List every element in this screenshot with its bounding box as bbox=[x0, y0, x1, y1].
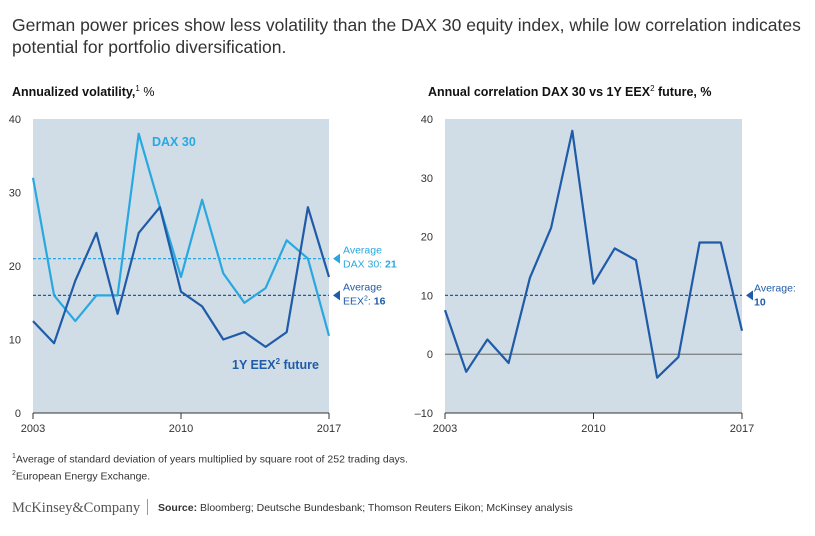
left-avg-eex-marker bbox=[333, 290, 340, 301]
right-ytick-label: 20 bbox=[421, 232, 433, 244]
page-title: German power prices show less volatility… bbox=[12, 15, 801, 57]
right-chart-title: Annual correlation DAX 30 vs 1Y EEX2 fut… bbox=[428, 84, 711, 99]
right-ytick-label: 10 bbox=[421, 290, 433, 302]
avg-eex-label-value: 16 bbox=[374, 295, 386, 307]
avg-dax-label-value: 21 bbox=[385, 259, 397, 271]
left-ytick-label: 40 bbox=[9, 114, 21, 126]
right-xtick-label: 2010 bbox=[581, 423, 605, 435]
footnotes: 1Average of standard deviation of years … bbox=[12, 450, 408, 483]
avg-correlation-label-value: 10 bbox=[754, 296, 766, 308]
divider bbox=[147, 499, 148, 515]
right-avg-marker bbox=[746, 290, 753, 301]
eex-series-line bbox=[32, 206, 331, 348]
source-note: Source: Bloomberg; Deutsche Bundesbank; … bbox=[158, 502, 573, 514]
footnote-1-sup: 1 bbox=[12, 453, 16, 460]
left-chart-title-unit: % bbox=[139, 85, 155, 100]
left-chart-title-text: Annualized volatility, bbox=[12, 85, 136, 100]
right-chart-title-text: Annual correlation DAX 30 vs 1Y EEX bbox=[428, 85, 651, 100]
avg-dax-label-prefix: DAX 30: bbox=[343, 259, 385, 271]
right-ytick-label: 30 bbox=[421, 173, 433, 185]
left-chart-title: Annualized volatility,1 % bbox=[12, 84, 154, 99]
avg-eex-label-line2: EEX2: 16 bbox=[343, 295, 386, 307]
right-xtick-label: 2017 bbox=[730, 423, 754, 435]
footnote-1-text: Average of standard deviation of years m… bbox=[15, 453, 408, 466]
dax-series-line bbox=[31, 132, 331, 337]
avg-dax-label-line2: DAX 30: 21 bbox=[343, 259, 397, 271]
footnote-2-sup: 2 bbox=[12, 469, 16, 477]
avg-correlation-label-line1: Average: bbox=[754, 282, 796, 294]
left-chart-title-sup: 1 bbox=[135, 84, 140, 93]
left-xtick-label: 2017 bbox=[317, 423, 341, 435]
avg-eex-label-sup: 2 bbox=[364, 295, 368, 302]
right-ytick-label: 0 bbox=[427, 349, 433, 361]
avg-eex-label-line1: Average bbox=[343, 281, 382, 293]
right-ytick-label: –10 bbox=[415, 408, 433, 420]
left-xtick-label: 2010 bbox=[169, 423, 193, 435]
avg-eex-label-tail: : bbox=[368, 295, 374, 307]
footnote-1: 1Average of standard deviation of years … bbox=[12, 450, 408, 467]
eex-series-label-tail: future bbox=[280, 358, 319, 372]
source-label: Source: bbox=[158, 502, 198, 514]
dax-series-label: DAX 30 bbox=[152, 135, 196, 149]
right-chart-title-unit: future, % bbox=[654, 85, 712, 100]
left-ytick-label: 30 bbox=[9, 188, 21, 200]
right-chart-title-sup: 2 bbox=[650, 84, 655, 93]
left-ytick-label: 20 bbox=[9, 261, 21, 273]
left-ytick-label: 0 bbox=[15, 408, 21, 420]
eex-series-label: 1Y EEX2 future bbox=[232, 357, 319, 372]
eex-series-label-main: 1Y EEX bbox=[232, 358, 276, 372]
footnote-2: 2European Energy Exchange. bbox=[12, 467, 408, 484]
footnote-2-text: European Energy Exchange. bbox=[15, 470, 151, 482]
right-plot-area bbox=[445, 119, 742, 413]
avg-eex-label-prefix: EEX bbox=[343, 295, 364, 307]
right-ytick-label: 40 bbox=[421, 114, 433, 126]
left-ytick-label: 10 bbox=[9, 335, 21, 347]
source-text: Bloomberg; Deutsche Bundesbank; Thomson … bbox=[197, 502, 573, 514]
avg-dax-label-line1: Average bbox=[343, 245, 382, 257]
eex-series-label-sup: 2 bbox=[276, 357, 281, 366]
left-avg-dax-marker bbox=[333, 253, 340, 264]
right-xtick-label: 2003 bbox=[433, 423, 457, 435]
correlation-series-line bbox=[443, 129, 744, 379]
left-xtick-label: 2003 bbox=[21, 423, 45, 435]
brand-logo: McKinsey&Company bbox=[12, 500, 141, 516]
